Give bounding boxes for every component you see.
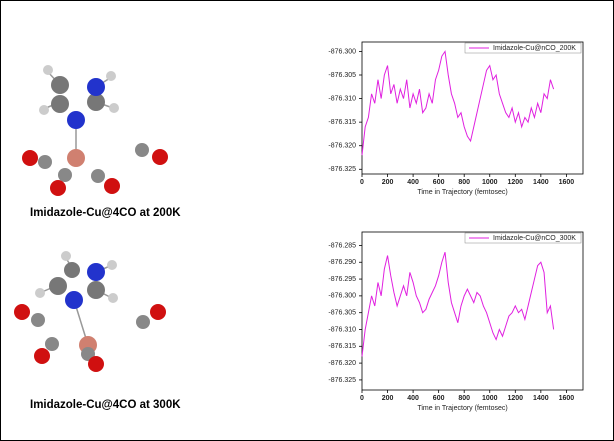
x-tick-label: 0 — [360, 395, 364, 402]
x-tick-label: 600 — [433, 179, 445, 186]
x-tick-label: 1600 — [559, 395, 575, 402]
frame — [1, 1, 614, 441]
y-tick-label: -876.290 — [328, 259, 356, 266]
x-tick-label: 200 — [382, 179, 394, 186]
y-tick-label: -876.310 — [328, 326, 356, 333]
x-tick-label: 200 — [382, 395, 394, 402]
x-tick-label: 0 — [360, 179, 364, 186]
page: Imidazole-Cu@4CO at 200K Imidazole-Cu@4C… — [0, 0, 614, 441]
y-tick-label: -876.305 — [328, 72, 356, 79]
y-tick-label: -876.315 — [328, 119, 356, 126]
y-tick-label: -876.325 — [328, 166, 356, 173]
x-tick-label: 1200 — [508, 395, 524, 402]
x-tick-label: 1400 — [533, 179, 549, 186]
x-tick-label: 400 — [407, 395, 419, 402]
y-tick-label: -876.320 — [328, 360, 356, 367]
y-tick-label: -876.305 — [328, 310, 356, 317]
y-tick-label: -876.300 — [328, 293, 356, 300]
legend-label: Imidazole-Cu@nCO_300K — [493, 235, 576, 242]
y-tick-label: -876.320 — [328, 143, 356, 150]
y-tick-label: -876.295 — [328, 276, 356, 283]
x-tick-label: 1600 — [559, 179, 575, 186]
caption: Imidazole-Cu@4CO at 300K — [30, 399, 181, 411]
y-tick-label: -876.285 — [328, 242, 356, 249]
x-tick-label: 600 — [433, 395, 445, 402]
x-tick-label: 1200 — [508, 179, 524, 186]
y-tick-label: -876.315 — [328, 343, 356, 350]
y-tick-label: -876.300 — [328, 48, 356, 55]
x-tick-label: 800 — [458, 395, 470, 402]
y-tick-label: -876.310 — [328, 95, 356, 102]
x-axis-label: Time in Trajectory (femtosec) — [417, 189, 507, 196]
figure: Imidazole-Cu@4CO at 200K Imidazole-Cu@4C… — [0, 0, 614, 441]
x-tick-label: 1000 — [482, 395, 498, 402]
x-tick-label: 400 — [407, 179, 419, 186]
x-axis-label: Time in Trajectory (femtosec) — [417, 405, 507, 412]
caption: Imidazole-Cu@4CO at 200K — [30, 207, 181, 219]
x-tick-label: 1400 — [533, 395, 549, 402]
legend-label: Imidazole-Cu@nCO_200K — [493, 45, 576, 52]
x-tick-label: 1000 — [482, 179, 498, 186]
x-tick-label: 800 — [458, 179, 470, 186]
y-tick-label: -876.325 — [328, 377, 356, 384]
